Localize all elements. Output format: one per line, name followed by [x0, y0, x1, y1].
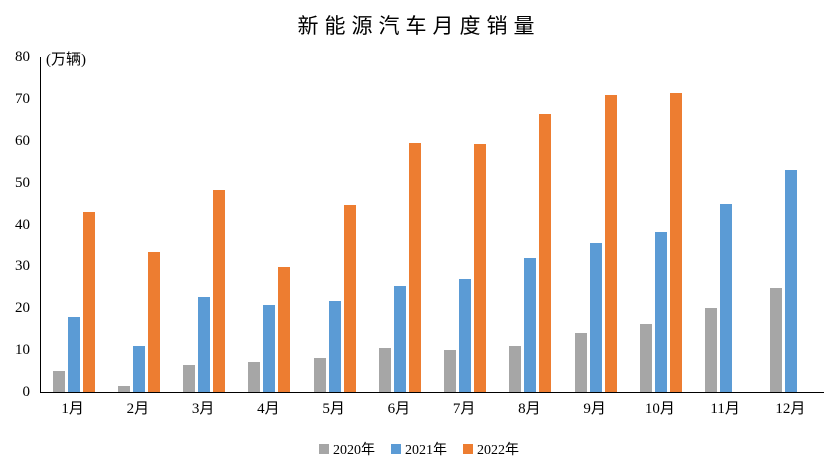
bar-2021年-5月: [328, 301, 341, 392]
x-axis-label: 11月: [710, 401, 740, 417]
bar-2022年-10月: [669, 93, 682, 392]
bar-2022年-6月: [408, 142, 421, 392]
bar-2020年-12月: [770, 288, 783, 392]
bar-2021年-2月: [132, 345, 145, 392]
bar-group: [498, 57, 563, 392]
legend-label: 2021年: [405, 443, 447, 458]
bar-2021年-11月: [720, 203, 733, 392]
y-axis-tick-label: 60: [15, 132, 30, 149]
bar-group: [694, 57, 759, 392]
bar-2021年-7月: [459, 278, 472, 392]
bar-2020年-1月: [52, 371, 65, 392]
x-axis-label: 8月: [518, 401, 541, 417]
chart-title: 新能源汽车月度销量: [297, 14, 541, 38]
y-axis-unit-label: (万辆): [46, 52, 86, 68]
bar-2021年-4月: [263, 305, 276, 392]
bar-group: [367, 57, 432, 392]
y-axis-tick-label: 80: [15, 49, 30, 65]
bar-2022年-8月: [539, 113, 552, 392]
y-axis-tick-label: 20: [15, 300, 30, 317]
legend-swatch: [463, 444, 473, 454]
x-axis-label: 10月: [644, 401, 675, 417]
x-axis-label: 12月: [775, 401, 806, 417]
y-axis-tick-label: 0: [22, 384, 31, 400]
x-axis-label: 6月: [387, 401, 411, 417]
bar-2020年-4月: [248, 361, 261, 392]
y-axis-tick-label: 10: [15, 342, 30, 359]
y-axis-tick-label: 70: [15, 90, 30, 107]
bar-group: [172, 57, 237, 392]
bar-2021年-9月: [589, 242, 602, 392]
x-axis-label: 5月: [322, 401, 345, 417]
y-axis-tick-label: 40: [15, 216, 30, 233]
y-axis-tick-label: 50: [15, 174, 30, 191]
y-axis-tick-label: 30: [15, 258, 30, 275]
bar-group: [433, 57, 498, 392]
bar-group: [302, 57, 367, 392]
x-axis-label: 1月: [61, 401, 84, 417]
bar-2022年-2月: [147, 252, 160, 392]
bar-2022年-1月: [82, 211, 95, 392]
bar-2022年-7月: [474, 144, 487, 392]
x-axis-labels: 1月 2月 3月 4月 5月 6月 7月 8月 9月 10月 11月 12月: [40, 397, 823, 418]
legend-label: 2020年: [333, 443, 375, 458]
legend-swatch: [391, 444, 401, 454]
bar-2021年-10月: [654, 232, 667, 392]
bar-2022年-3月: [213, 189, 226, 392]
bar-2021年-3月: [198, 297, 211, 392]
bar-group: [628, 57, 693, 392]
bar-2020年-9月: [574, 333, 587, 392]
bar-2020年-3月: [183, 364, 196, 392]
bar-2021年-8月: [524, 258, 537, 392]
legend-item-2021年: 2021年: [391, 439, 447, 459]
legend-swatch: [319, 444, 329, 454]
bar-group: [106, 57, 171, 392]
bar-2021年-12月: [785, 170, 798, 392]
legend-label: 2022年: [477, 443, 519, 458]
x-axis-label: 4月: [257, 401, 280, 417]
legend-item-2020年: 2020年: [319, 439, 375, 459]
bar-2020年-2月: [117, 385, 130, 392]
bar-2022年-9月: [604, 94, 617, 392]
x-axis-label: 3月: [191, 401, 215, 417]
bar-2020年-6月: [378, 348, 391, 392]
bar-2020年-8月: [509, 345, 522, 392]
bar-group: [237, 57, 302, 392]
bar-2022年-5月: [343, 204, 356, 392]
bar-group: [41, 57, 106, 392]
x-axis-label: 9月: [583, 401, 606, 417]
bar-group: [759, 57, 824, 392]
plot-area: [40, 57, 824, 393]
bar-2021年-1月: [67, 317, 80, 392]
bar-group: [563, 57, 628, 392]
bar-2021年-6月: [393, 285, 406, 392]
x-axis-label: 7月: [452, 401, 476, 417]
bar-2020年-11月: [705, 308, 718, 392]
bar-2020年-10月: [639, 323, 652, 392]
bar-2020年-5月: [313, 357, 326, 392]
bars-container: [41, 57, 824, 392]
legend: 2020年 2021年 2022年: [0, 439, 838, 459]
bar-2020年-7月: [444, 350, 457, 392]
x-axis-label: 2月: [126, 401, 150, 417]
y-axis-tick-labels: 0 10 20 30 40 50 60 70 80: [0, 49, 30, 400]
bar-2022年-4月: [278, 267, 291, 392]
legend-item-2022年: 2022年: [463, 439, 519, 459]
